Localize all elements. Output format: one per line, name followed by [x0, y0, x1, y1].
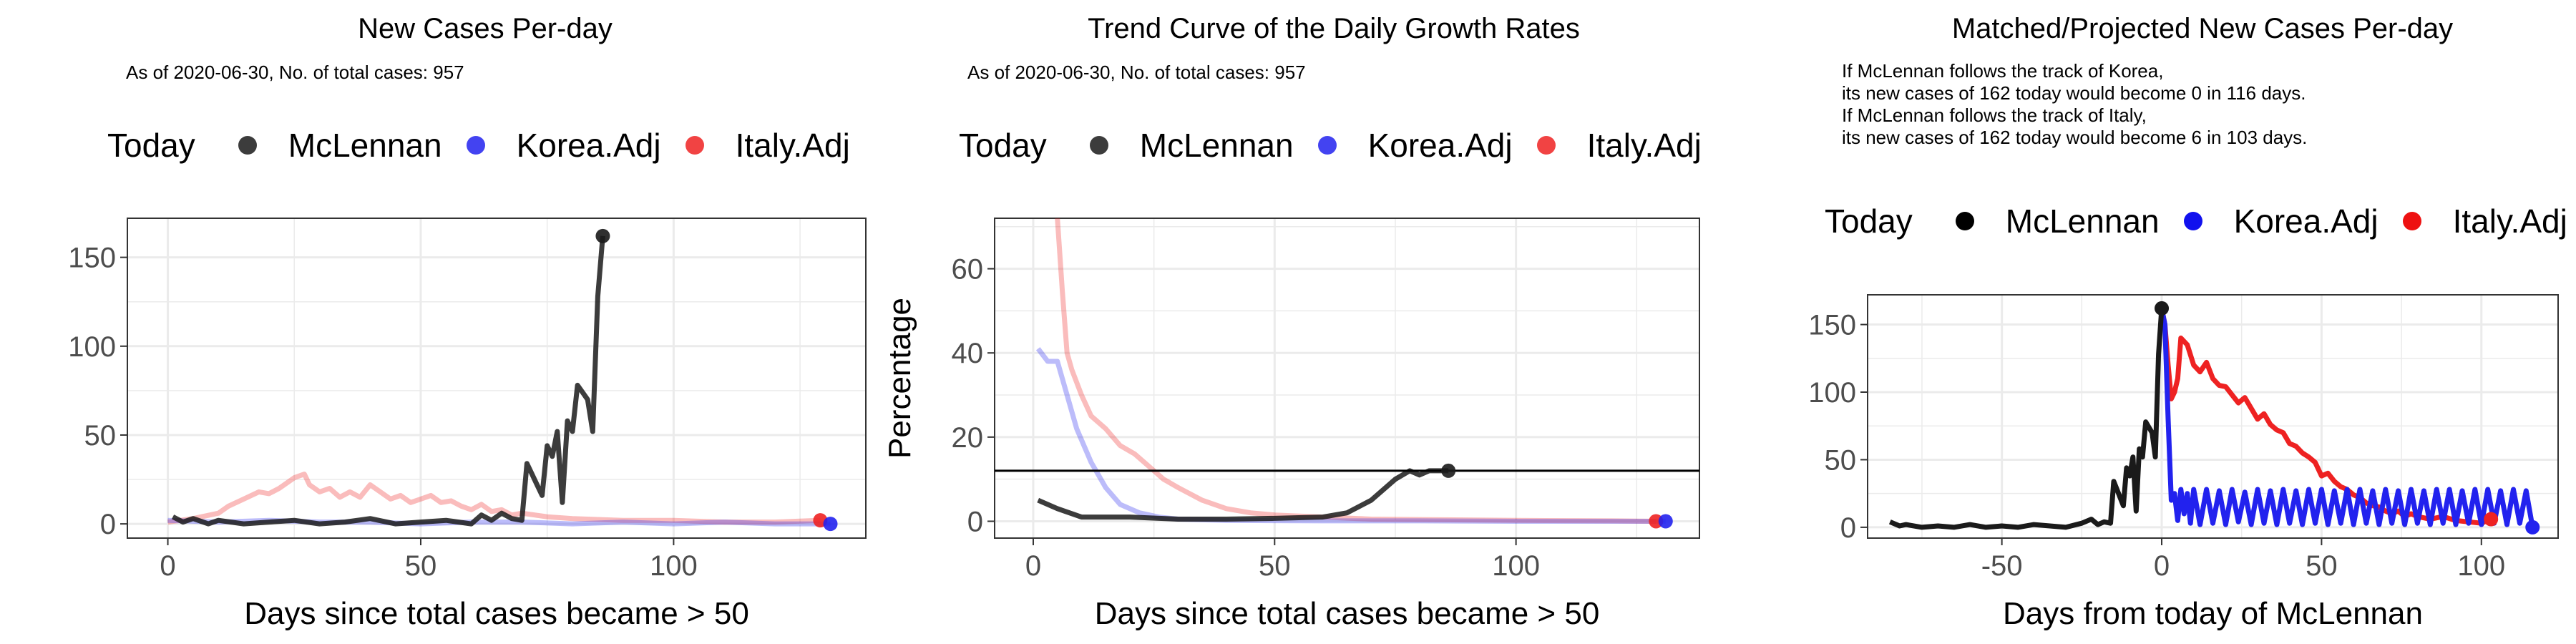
legend-label: Korea.Adj: [516, 127, 661, 164]
panel-projected: Matched/Projected New Cases Per-day If M…: [1724, 0, 2576, 644]
y-tick-label: 60: [952, 254, 984, 286]
legend-label: Korea.Adj: [1367, 127, 1513, 164]
legend-label: Korea.Adj: [2233, 203, 2379, 240]
legend-dot-icon: [1536, 136, 1556, 155]
x-tick-label: 100: [2457, 550, 2505, 582]
legend-item-mclennan: McLennan: [1955, 202, 2160, 240]
y-tick-label: 150: [1808, 310, 1856, 341]
panel-new-cases: New Cases Per-day As of 2020-06-30, No. …: [0, 0, 873, 644]
today-point-mclennan: [1441, 463, 1456, 478]
legend-item-mclennan: McLennan: [238, 126, 442, 165]
chart-2: 0 50 100 0 20 40 60 Days since total cases beca…: [882, 218, 1700, 631]
y-tick-label: 50: [1825, 444, 1857, 476]
legend-label: Italy.Adj: [2452, 203, 2567, 240]
legend-dot-icon: [466, 136, 485, 155]
x-tick-label: -50: [1981, 550, 2023, 582]
x-axis-label: Days from today of McLennan: [2003, 596, 2423, 631]
y-tick-label: 0: [100, 509, 116, 540]
legend-label: McLennan: [288, 127, 442, 164]
series-line-italy-adj: [1055, 218, 1657, 524]
legend-title: Today: [959, 127, 1047, 164]
y-tick-label: 150: [68, 243, 116, 274]
series-line-mclennan: [171, 235, 605, 527]
x-tick-label: 50: [1259, 550, 1291, 582]
x-tick-label: 0: [2154, 550, 2170, 582]
legend: Today McLennan Korea.Adj Italy.Adj: [107, 126, 874, 165]
panel-growth-rates: Trend Curve of the Daily Growth Rates As…: [873, 0, 1724, 644]
legend-item-italy: Italy.Adj: [685, 126, 850, 165]
note-line: If McLennan follows the track of Italy,: [1842, 104, 2147, 126]
series-line-italy-adj: [2159, 308, 2492, 526]
legend: Today McLennan Korea.Adj Italy.Adj: [959, 126, 1726, 165]
x-tick-label: 50: [405, 550, 437, 582]
plot-frame: [127, 218, 867, 539]
chart-1: 0 50 100 0 50 100 150 Days since total cases be…: [68, 218, 867, 631]
plot-frame: [994, 218, 1700, 539]
x-tick-label: 50: [2306, 550, 2338, 582]
today-point-korea-adj: [1658, 514, 1673, 529]
today-point-korea-adj: [2525, 519, 2540, 535]
chart-3: -50 0 50 100 0 50 100 150 Days from today of McL…: [1808, 294, 2559, 631]
series-line-mclennan: [1037, 468, 1449, 522]
projection-note: If McLennan follows the track of Korea, …: [1842, 60, 2307, 149]
series-line-mclennan: [1888, 308, 2165, 530]
legend-dot-icon: [685, 136, 704, 155]
legend-dot-icon: [1955, 212, 1974, 230]
legend: Today McLennan Korea.Adj Italy.Adj: [1825, 202, 2576, 240]
y-tick-label: 40: [952, 338, 984, 369]
legend-title: Today: [1825, 203, 1913, 240]
legend-dot-icon: [2183, 212, 2202, 230]
today-point-italy-adj: [2484, 512, 2499, 527]
panel-title: New Cases Per-day: [358, 13, 613, 44]
y-tick-label: 0: [967, 506, 983, 537]
legend-title: Today: [107, 127, 195, 164]
series-line-korea-adj: [2159, 308, 2535, 528]
today-point-mclennan: [2155, 301, 2170, 316]
legend-item-italy: Italy.Adj: [2402, 202, 2567, 240]
legend-dot-icon: [1089, 136, 1108, 155]
x-tick-label: 0: [1025, 550, 1041, 582]
legend-item-italy: Italy.Adj: [1536, 126, 1702, 165]
panel-title: Trend Curve of the Daily Growth Rates: [1088, 13, 1580, 44]
note-line: its new cases of 162 today would become …: [1842, 127, 2308, 148]
y-tick-label: 100: [1808, 377, 1856, 409]
note-line: If McLennan follows the track of Korea,: [1842, 60, 2164, 82]
plot-frame: [1867, 294, 2559, 539]
today-point-korea-adj: [823, 517, 838, 532]
today-point-mclennan: [595, 228, 610, 243]
y-tick-label: 20: [952, 422, 984, 454]
y-axis-label: Percentage: [882, 298, 917, 459]
x-tick-label: 0: [160, 550, 175, 582]
note-line: its new cases of 162 today would become …: [1842, 82, 2306, 104]
panel-title: Matched/Projected New Cases Per-day: [1951, 13, 2454, 44]
legend-dot-icon: [238, 136, 257, 155]
panel-subtitle: As of 2020-06-30, No. of total cases: 95…: [967, 62, 1306, 83]
panel-subtitle: As of 2020-06-30, No. of total cases: 95…: [126, 62, 464, 83]
legend-dot-icon: [2402, 212, 2421, 230]
legend-dot-icon: [1317, 136, 1337, 155]
legend-item-korea: Korea.Adj: [1317, 126, 1513, 165]
y-tick-label: 0: [1840, 512, 1856, 544]
legend-label: McLennan: [2005, 203, 2160, 240]
legend-item-mclennan: McLennan: [1089, 126, 1294, 165]
x-axis-label: Days since total cases became > 50: [1095, 596, 1600, 631]
x-tick-label: 100: [650, 550, 698, 582]
y-tick-label: 50: [84, 420, 117, 452]
x-axis-label: Days since total cases became > 50: [244, 596, 749, 631]
legend-item-korea: Korea.Adj: [466, 126, 661, 165]
legend-item-korea: Korea.Adj: [2183, 202, 2379, 240]
series-line-italy-adj: [167, 472, 821, 525]
legend-label: Italy.Adj: [1586, 127, 1702, 164]
series-line-korea-adj: [1035, 347, 1666, 524]
legend-label: McLennan: [1139, 127, 1294, 164]
y-tick-label: 100: [68, 331, 116, 363]
legend-label: Italy.Adj: [735, 127, 850, 164]
x-tick-label: 100: [1492, 550, 1540, 582]
